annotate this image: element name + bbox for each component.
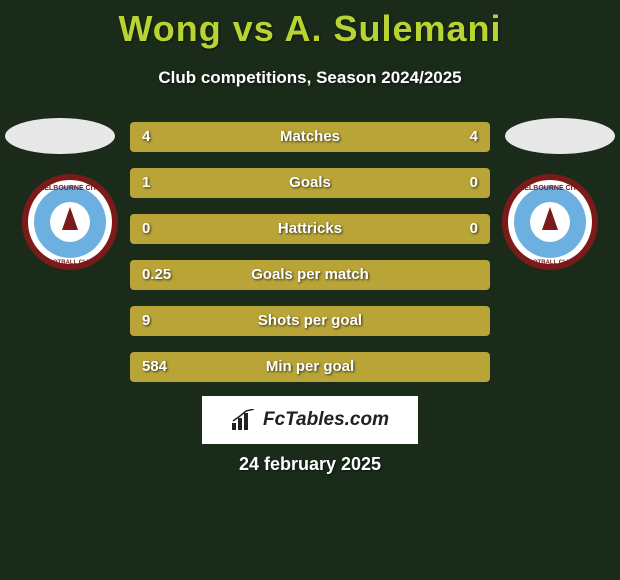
logo-text: FcTables.com [263,409,389,431]
svg-text:FOOTBALL CLUB: FOOTBALL CLUB [45,260,97,266]
page-title: Wong vs A. Sulemani [0,0,620,50]
svg-text:MELBOURNE CITY: MELBOURNE CITY [39,185,102,192]
club-badge-left: MELBOURNE CITY FOOTBALL CLUB [20,172,120,272]
club-badge-right: MELBOURNE CITY FOOTBALL CLUB [500,172,600,272]
stat-label: Goals per match [130,260,490,290]
stat-value-right: 4 [470,122,478,152]
stat-value-right: 0 [470,168,478,198]
stat-row: 0.25Goals per match [130,260,490,290]
subtitle: Club competitions, Season 2024/2025 [0,68,620,88]
stat-row: 584Min per goal [130,352,490,382]
stat-row: 0Hattricks0 [130,214,490,244]
chart-icon [231,409,257,431]
svg-text:FOOTBALL CLUB: FOOTBALL CLUB [525,260,577,266]
stat-row: 4Matches4 [130,122,490,152]
stat-label: Hattricks [130,214,490,244]
stat-value-right: 0 [470,214,478,244]
stat-row: 1Goals0 [130,168,490,198]
player-placeholder-right [505,118,615,154]
stats-table: 4Matches41Goals00Hattricks00.25Goals per… [130,122,490,398]
fctables-logo: FcTables.com [202,396,418,444]
stat-label: Min per goal [130,352,490,382]
stat-label: Matches [130,122,490,152]
stat-row: 9Shots per goal [130,306,490,336]
stat-label: Shots per goal [130,306,490,336]
stat-label: Goals [130,168,490,198]
player-placeholder-left [5,118,115,154]
footer-date: 24 february 2025 [0,454,620,475]
svg-text:MELBOURNE CITY: MELBOURNE CITY [519,185,582,192]
